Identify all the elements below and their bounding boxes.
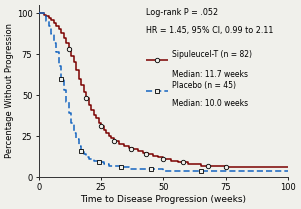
Text: Log-rank P = .052: Log-rank P = .052 <box>146 8 218 17</box>
Text: Sipuleucel-T (n = 82): Sipuleucel-T (n = 82) <box>172 50 252 59</box>
Text: Median: 11.7 weeks: Median: 11.7 weeks <box>172 70 248 79</box>
X-axis label: Time to Disease Progression (weeks): Time to Disease Progression (weeks) <box>80 195 247 204</box>
Text: HR = 1.45, 95% CI, 0.99 to 2.11: HR = 1.45, 95% CI, 0.99 to 2.11 <box>146 25 273 34</box>
Text: Median: 10.0 weeks: Median: 10.0 weeks <box>172 99 248 108</box>
Y-axis label: Percentage Without Progression: Percentage Without Progression <box>5 23 14 158</box>
Text: Placebo (n = 45): Placebo (n = 45) <box>172 81 236 90</box>
